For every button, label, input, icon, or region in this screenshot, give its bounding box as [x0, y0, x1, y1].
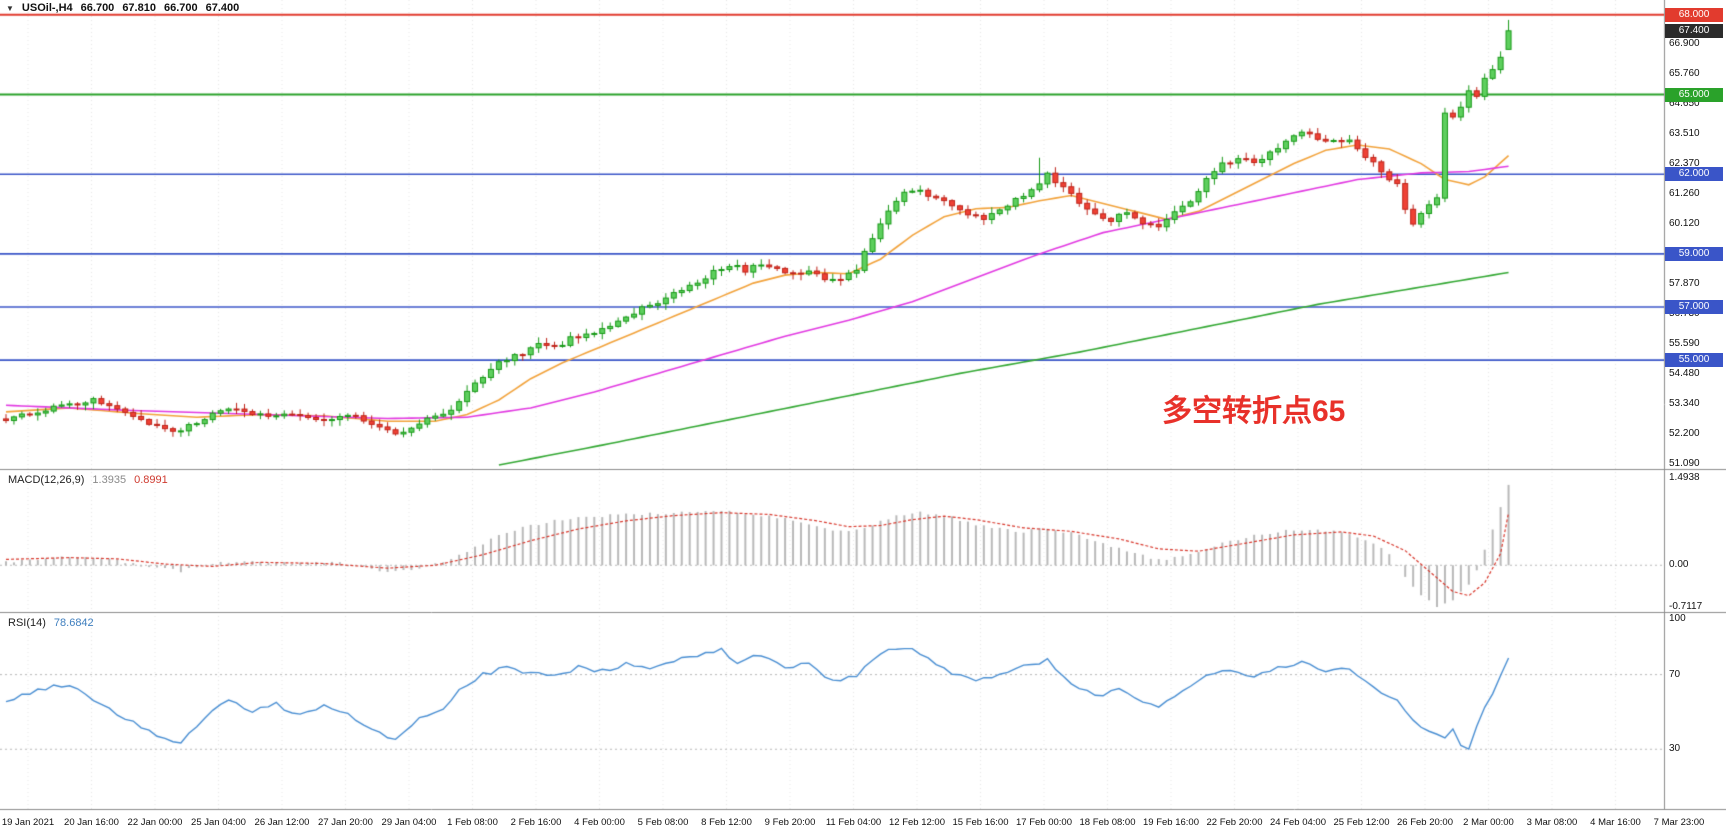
- chart-ohlc-header: ▼ USOil-,H4 66.700 67.810 66.700 67.400: [6, 2, 239, 14]
- time-label: 26 Feb 20:00: [1397, 817, 1453, 828]
- price-tick-label: 61.260: [1669, 187, 1700, 199]
- time-label: 22 Feb 20:00: [1206, 817, 1263, 828]
- time-label: 11 Feb 04:00: [825, 817, 882, 828]
- time-label: 9 Feb 20:00: [764, 817, 816, 828]
- price-tick-label: 64.650: [1669, 97, 1700, 109]
- price-level-badge: 57.000: [1665, 300, 1723, 314]
- macd-main-value: 1.3935: [92, 474, 127, 486]
- price-level-badge: 68.000: [1665, 7, 1723, 22]
- time-label: 27 Jan 20:00: [318, 817, 373, 828]
- last-price-badge: 67.400: [1665, 23, 1723, 38]
- price-level-badge: 65.000: [1665, 87, 1723, 102]
- macd-tick-label: -0.7117: [1669, 600, 1703, 612]
- time-label: 4 Feb 00:00: [574, 817, 625, 828]
- time-label: 19 Feb 16:00: [1143, 817, 1199, 828]
- time-label: 2 Feb 16:00: [510, 817, 562, 828]
- price-tick-label: 60.120: [1669, 218, 1700, 230]
- price-tick-label: 53.340: [1669, 398, 1700, 410]
- time-label: 1 Feb 08:00: [447, 817, 498, 828]
- macd-indicator-label: MACD(12,26,9) 1.3935 0.8991: [8, 474, 168, 486]
- price-tick-label: 51.090: [1669, 457, 1700, 469]
- rsi-value: 78.6842: [53, 617, 94, 629]
- rsi-name: RSI(14): [8, 617, 46, 629]
- time-label: 7 Mar 23:00: [1653, 817, 1705, 828]
- time-label: 19 Jan 2021: [1, 817, 55, 828]
- rsi-tick-label: 70: [1669, 668, 1681, 680]
- price-level-badge: 55.000: [1665, 353, 1723, 368]
- chart-annotation: 多空转折点65: [1162, 395, 1346, 428]
- price-level-badge: 62.000: [1665, 167, 1723, 182]
- price-scale[interactable]: 66.900 65.760 64.650 63.510 62.370 61.260 60.1…: [1664, 0, 1726, 469]
- rsi-indicator-label: RSI(14) 78.6842: [8, 617, 94, 629]
- ohlc-low: 66.700: [163, 2, 198, 14]
- time-label: 26 Jan 12:00: [254, 817, 310, 828]
- ohlc-close: 67.400: [205, 2, 240, 14]
- time-label: 22 Jan 00:00: [127, 817, 183, 828]
- rsi-tick-label: 30: [1669, 743, 1681, 755]
- time-label: 8 Feb 12:00: [701, 817, 752, 828]
- macd-signal-value: 0.8991: [134, 474, 168, 486]
- time-label: 25 Jan 04:00: [191, 817, 246, 828]
- rsi-tick-label: 100: [1669, 612, 1686, 624]
- time-label: 4 Mar 16:00: [1590, 817, 1641, 828]
- price-tick-label: 57.870: [1669, 277, 1700, 289]
- price-tick-label: 66.900: [1669, 38, 1700, 50]
- rsi-scale[interactable]: 100 70 30: [1664, 613, 1726, 809]
- price-level-badge: 59.000: [1665, 246, 1723, 261]
- price-tick-label: 62.370: [1669, 158, 1700, 170]
- chart-menu-arrow-icon[interactable]: ▼: [6, 3, 14, 13]
- price-tick-label: 65.760: [1669, 68, 1700, 80]
- time-label: 24 Feb 04:00: [1270, 817, 1326, 828]
- time-label: 12 Feb 12:00: [889, 817, 945, 828]
- time-label: 20 Jan 16:00: [64, 817, 119, 828]
- macd-name: MACD(12,26,9): [8, 474, 85, 486]
- time-label: 15 Feb 16:00: [952, 817, 1009, 828]
- ohlc-open: 66.700: [80, 2, 115, 14]
- symbol-period: USOil-,H4: [21, 2, 73, 14]
- ohlc-high: 67.810: [122, 2, 156, 14]
- time-label: 29 Jan 04:00: [381, 817, 437, 828]
- price-tick-label: 54.480: [1669, 367, 1700, 379]
- time-axis[interactable]: 19 Jan 2021 20 Jan 16:00 22 Jan 00:00 25 Ja…: [0, 810, 1726, 837]
- time-label: 2 Mar 00:00: [1463, 817, 1514, 828]
- price-tick-label: 63.510: [1669, 128, 1700, 140]
- macd-tick-label: 0.00: [1669, 559, 1689, 571]
- macd-tick-label: 1.4938: [1669, 471, 1700, 483]
- price-tick-label: 55.590: [1669, 338, 1700, 350]
- time-label: 3 Mar 08:00: [1526, 817, 1578, 828]
- price-tick-label: 52.200: [1669, 428, 1700, 440]
- time-label: 17 Feb 00:00: [1016, 817, 1072, 828]
- time-label: 18 Feb 08:00: [1079, 817, 1136, 828]
- time-label: 25 Feb 12:00: [1333, 817, 1390, 828]
- time-label: 5 Feb 08:00: [637, 817, 689, 828]
- macd-scale[interactable]: 1.4938 0.00 -0.7117: [1664, 470, 1726, 612]
